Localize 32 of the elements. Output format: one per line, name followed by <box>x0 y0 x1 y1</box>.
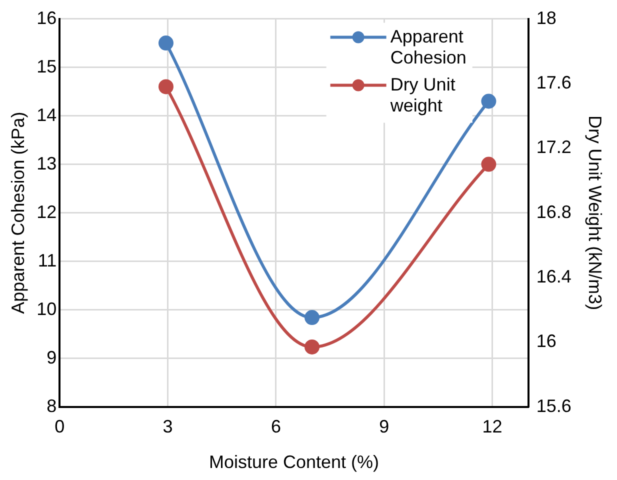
point <box>158 79 174 94</box>
y-tick-label: 11 <box>38 250 57 270</box>
y2-tick-label: 16 <box>536 331 556 352</box>
point <box>481 94 496 109</box>
point <box>304 310 320 326</box>
x-tick-label: 12 <box>482 416 502 437</box>
legend-label: Dry Unit weight <box>389 74 456 116</box>
y-axis-title: Apparent Cohesion (kPa) <box>8 112 28 314</box>
x-tick-label: 3 <box>162 416 173 437</box>
y-tick-label: 16 <box>36 8 57 28</box>
point <box>481 156 496 172</box>
y2-tick-label: 16.8 <box>536 202 572 222</box>
y2-axis-title: Dry Unit Weight (kN/m3) <box>585 115 606 310</box>
y-tick-label: 9 <box>46 347 57 368</box>
point <box>158 36 174 51</box>
y2-tick-label: 17.6 <box>536 72 572 92</box>
y-tick-label: 15 <box>36 56 57 76</box>
y2-tick-label: 16.4 <box>536 266 572 286</box>
x-tick-label: 9 <box>379 416 390 437</box>
y-tick-label: 13 <box>36 153 57 174</box>
y-tick-label: 8 <box>46 396 57 416</box>
point <box>304 339 320 354</box>
y-tick-label: 14 <box>36 104 57 125</box>
x-tick-label: 0 <box>54 416 65 437</box>
y-tick-label: 12 <box>36 202 57 222</box>
y2-tick-label: 18 <box>536 8 556 28</box>
x-tick-label: 6 <box>270 416 281 437</box>
y2-tick-label: 17.2 <box>536 137 572 158</box>
legend-label: Apparent Cohesion <box>390 26 466 68</box>
x-axis-title: Moisture Content (%) <box>208 452 380 472</box>
y2-tick-label: 15.6 <box>536 396 572 416</box>
y-tick-label: 10 <box>36 298 57 319</box>
